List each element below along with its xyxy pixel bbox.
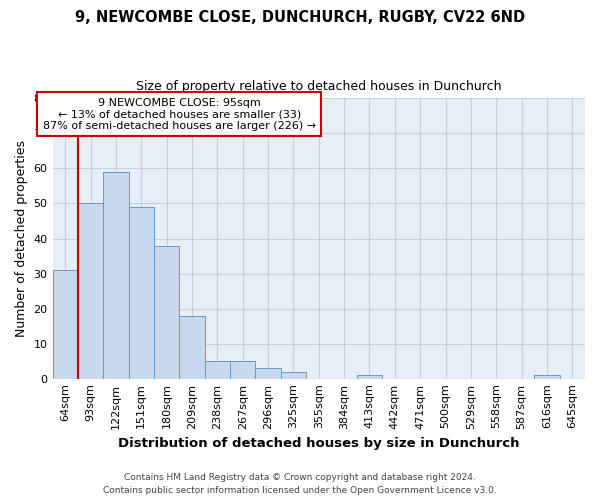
Bar [78, 204, 103, 378]
Text: 9, NEWCOMBE CLOSE, DUNCHURCH, RUGBY, CV22 6ND: 9, NEWCOMBE CLOSE, DUNCHURCH, RUGBY, CV2… [75, 10, 525, 25]
Bar [53, 270, 78, 378]
Bar [230, 361, 256, 378]
Bar [154, 246, 179, 378]
Bar [179, 316, 205, 378]
Bar [103, 172, 128, 378]
Bar [534, 375, 560, 378]
X-axis label: Distribution of detached houses by size in Dunchurch: Distribution of detached houses by size … [118, 437, 520, 450]
Text: 9 NEWCOMBE CLOSE: 95sqm
← 13% of detached houses are smaller (33)
87% of semi-de: 9 NEWCOMBE CLOSE: 95sqm ← 13% of detache… [43, 98, 316, 130]
Y-axis label: Number of detached properties: Number of detached properties [15, 140, 28, 337]
Text: Contains HM Land Registry data © Crown copyright and database right 2024.
Contai: Contains HM Land Registry data © Crown c… [103, 474, 497, 495]
Bar [205, 361, 230, 378]
Title: Size of property relative to detached houses in Dunchurch: Size of property relative to detached ho… [136, 80, 502, 93]
Bar [357, 375, 382, 378]
Bar [128, 207, 154, 378]
Bar [256, 368, 281, 378]
Bar [281, 372, 306, 378]
